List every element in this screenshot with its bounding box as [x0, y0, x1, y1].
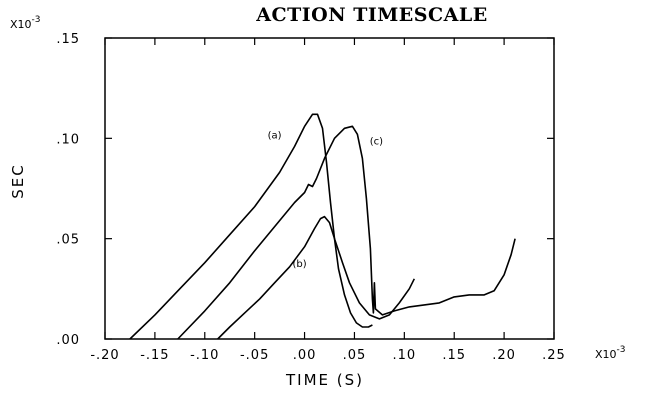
- y-axis-label: SEC: [9, 163, 27, 198]
- x-tick-label: .10: [392, 348, 416, 363]
- x-tick-label: -.15: [140, 348, 169, 363]
- y-tick-label: .15: [56, 32, 80, 47]
- series-label: (a): [268, 130, 282, 141]
- x-tick-label: -.10: [190, 348, 219, 363]
- y-tick-label: .10: [56, 132, 80, 147]
- x-tick-label: -.20: [90, 348, 119, 363]
- series-line: [129, 113, 373, 340]
- y-multiplier: X10-3: [10, 15, 41, 31]
- x-tick-label: .15: [442, 348, 466, 363]
- x-multiplier: X10-3: [595, 345, 626, 361]
- x-tick-label: .20: [492, 348, 516, 363]
- svg-text:X10-3: X10-3: [10, 15, 41, 31]
- x-tick-label: .05: [343, 348, 367, 363]
- x-tick-label: .00: [293, 348, 317, 363]
- chart-title: ACTION TIMESCALE: [255, 4, 487, 26]
- y-ticks: .00 .05 .10 .15: [56, 32, 554, 348]
- x-ticks: -.20 -.15 -.10 -.05 .00 .05 .10 .15 .20 .25: [90, 38, 566, 363]
- x-tick-label: -.05: [240, 348, 269, 363]
- x-axis-label: TIME (S): [285, 371, 364, 389]
- series-labels: (a) (b) (c): [268, 130, 383, 269]
- plot-frame: [104, 37, 555, 340]
- series-label: (c): [370, 136, 383, 147]
- x-tick-label: .25: [542, 348, 566, 363]
- y-tick-label: .05: [56, 233, 80, 248]
- series-line: [217, 215, 416, 340]
- series-label: (b): [292, 259, 306, 270]
- series-lines: [129, 113, 516, 340]
- svg-text:X10-3: X10-3: [595, 345, 626, 361]
- series-line: [177, 125, 516, 340]
- y-tick-label: .00: [56, 333, 80, 348]
